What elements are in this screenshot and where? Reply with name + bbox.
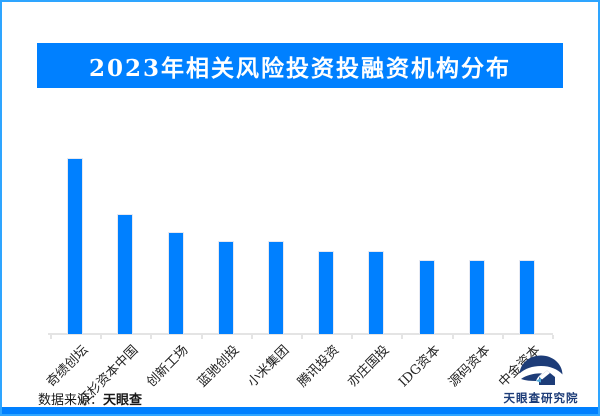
data-source-name: 天眼查 xyxy=(103,393,143,408)
x-axis-tick xyxy=(552,335,554,339)
tianyancha-logo-icon xyxy=(519,355,563,385)
bottom-accent-band xyxy=(2,407,598,414)
x-axis-tick xyxy=(301,335,303,339)
x-axis-tick xyxy=(501,335,504,339)
x-axis-tick xyxy=(250,335,253,339)
x-axis-tick xyxy=(451,335,454,339)
title-banner: 2023年相关风险投资投融资机构分布 xyxy=(37,43,563,88)
bar-7 xyxy=(368,251,385,334)
x-axis-tick xyxy=(50,335,52,339)
bar-6 xyxy=(318,251,335,334)
footer-logo-text: 天眼查研究院 xyxy=(503,391,579,405)
bar-3 xyxy=(167,232,184,334)
bar-2 xyxy=(117,214,134,334)
x-axis-tick xyxy=(351,335,354,339)
bar-9 xyxy=(468,260,485,334)
x-axis-tick xyxy=(100,335,103,339)
x-axis-tick xyxy=(401,335,404,339)
x-axis-tick xyxy=(150,335,153,339)
x-axis-line xyxy=(48,333,553,335)
data-source-prefix: 数据来源： xyxy=(38,393,104,408)
page-title: 2023年相关风险投资投融资机构分布 xyxy=(88,54,511,82)
footer-logo: 天眼查研究院 xyxy=(496,355,586,406)
data-source-note: 数据来源：天眼查 xyxy=(38,389,142,408)
x-axis-tick xyxy=(200,335,203,339)
bar-10 xyxy=(518,260,535,334)
bar-4 xyxy=(217,241,234,334)
bar-8 xyxy=(418,260,435,334)
bar-1 xyxy=(67,158,84,334)
bar-5 xyxy=(267,241,284,334)
